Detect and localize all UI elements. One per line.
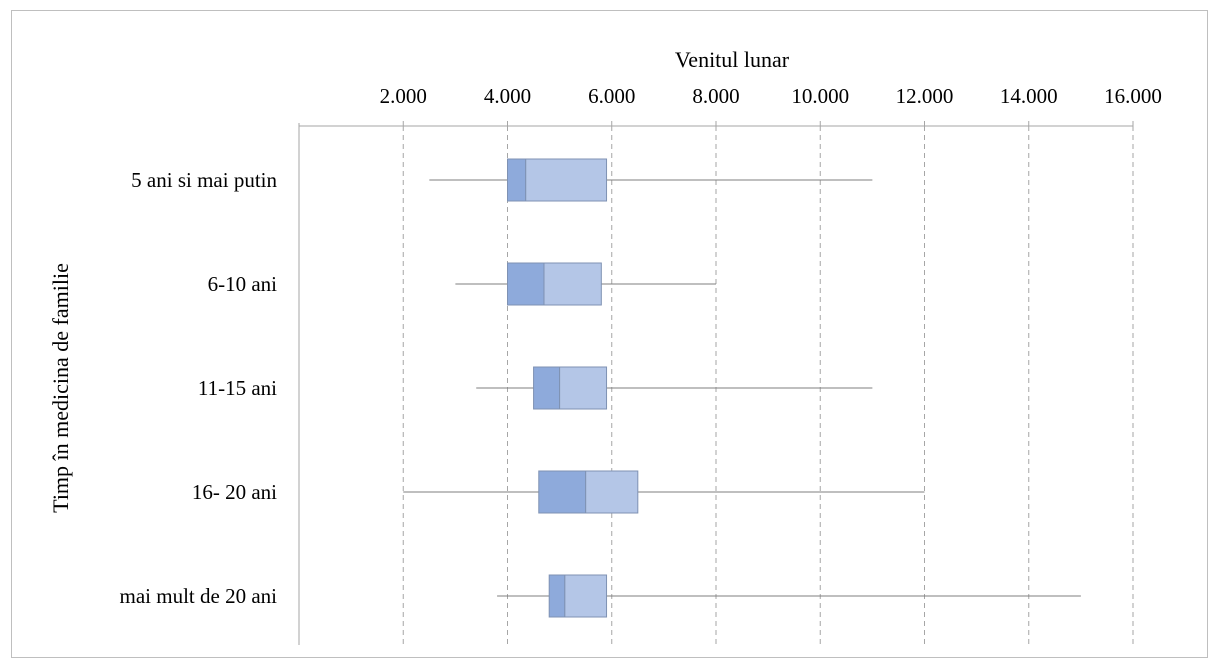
x-tick-label: 10.000 — [791, 84, 849, 108]
box-lower — [548, 574, 566, 618]
x-axis-title: Venitul lunar — [675, 47, 790, 72]
x-tick-label: 14.000 — [1000, 84, 1058, 108]
boxplot-chart: 2.000 4.000 6.000 8.000 10.000 12.000 14.000 16… — [48, 47, 1162, 645]
box-upper — [525, 158, 608, 202]
gridlines — [402, 126, 1134, 645]
box-upper — [585, 470, 639, 514]
x-tick-label: 6.000 — [588, 84, 635, 108]
box-upper — [543, 262, 602, 306]
box-upper — [564, 574, 608, 618]
x-tick-label: 8.000 — [692, 84, 739, 108]
boxes — [403, 158, 1081, 618]
box-upper — [559, 366, 608, 410]
x-tick-label: 16.000 — [1104, 84, 1162, 108]
x-tick-label: 2.000 — [380, 84, 427, 108]
category-label: 16- 20 ani — [192, 480, 277, 504]
category-label: 5 ani si mai putin — [131, 168, 277, 192]
box-lower — [507, 262, 545, 306]
category-labels: 5 ani si mai putin 6-10 ani 11-15 ani 16- 2… — [120, 168, 278, 608]
box-lower — [538, 470, 587, 514]
x-axis: 2.000 4.000 6.000 8.000 10.000 12.000 14.000 16… — [298, 84, 1162, 645]
category-label: mai mult de 20 ani — [120, 584, 278, 608]
box-lower — [507, 158, 527, 202]
x-tick-label: 12.000 — [896, 84, 954, 108]
category-label: 11-15 ani — [198, 376, 277, 400]
x-tick-label: 4.000 — [484, 84, 531, 108]
category-label: 6-10 ani — [208, 272, 278, 296]
y-axis-title: Timp în medicina de familie — [48, 263, 73, 513]
chart-frame: 2.000 4.000 6.000 8.000 10.000 12.000 14.000 16… — [11, 10, 1208, 658]
box-lower — [533, 366, 561, 410]
